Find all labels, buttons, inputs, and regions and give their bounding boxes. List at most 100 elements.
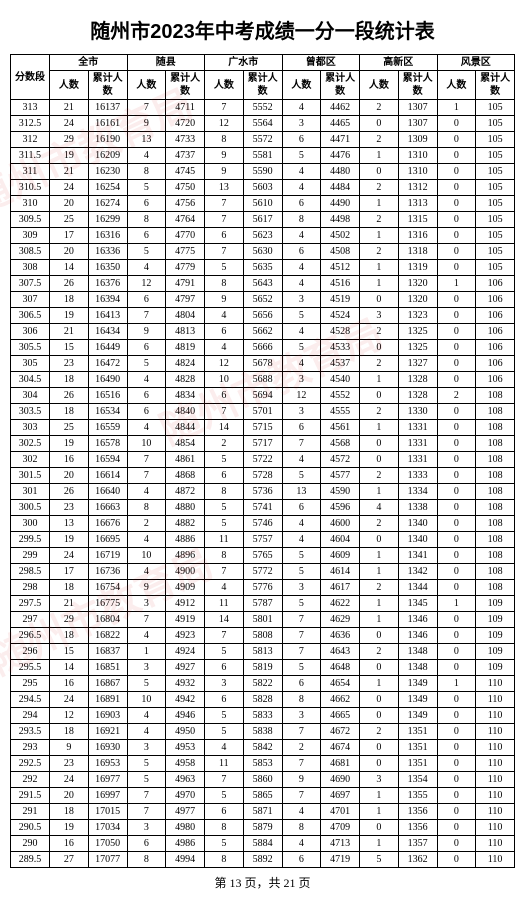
cell-value: 4828 <box>166 372 205 388</box>
cell-value: 4 <box>360 500 399 516</box>
cell-value: 7 <box>127 452 166 468</box>
cell-value: 1351 <box>398 740 437 756</box>
cell-value: 20 <box>50 196 89 212</box>
cell-value: 2 <box>437 388 476 404</box>
cell-value: 16434 <box>88 324 127 340</box>
cell-score: 311.5 <box>11 148 50 164</box>
cell-value: 4927 <box>166 660 205 676</box>
table-row: 31229161901347338557264471213090105 <box>11 132 515 148</box>
cell-value: 4986 <box>166 836 205 852</box>
cell-value: 16 <box>50 836 89 852</box>
cell-value: 7 <box>127 468 166 484</box>
cell-value: 108 <box>476 404 515 420</box>
cell-value: 1 <box>360 564 399 580</box>
cell-value: 4 <box>282 324 321 340</box>
cell-value: 2 <box>360 404 399 420</box>
cell-value: 4950 <box>166 724 205 740</box>
footer-mid: 页，共 <box>244 876 280 890</box>
header-count: 人数 <box>50 71 89 100</box>
cell-value: 5 <box>127 756 166 772</box>
cell-value: 4994 <box>166 852 205 868</box>
cell-value: 1 <box>437 276 476 292</box>
cell-value: 1 <box>360 372 399 388</box>
cell-value: 110 <box>476 804 515 820</box>
cell-value: 5643 <box>243 276 282 292</box>
cell-value: 5717 <box>243 436 282 452</box>
header-region-1: 随县 <box>127 55 205 71</box>
score-table: 分数段 全市 随县 广水市 曾都区 高新区 风景区 人数累计人数人数累计人数人数… <box>10 54 515 868</box>
table-row: 300.52316663848805574164596413380108 <box>11 500 515 516</box>
cell-value: 4791 <box>166 276 205 292</box>
cell-value: 9 <box>127 580 166 596</box>
cell-value: 1320 <box>398 276 437 292</box>
header-row-2: 人数累计人数人数累计人数人数累计人数人数累计人数人数累计人数人数累计人数 <box>11 71 515 100</box>
cell-value: 24 <box>50 692 89 708</box>
cell-value: 0 <box>437 692 476 708</box>
cell-value: 1325 <box>398 340 437 356</box>
cell-value: 5694 <box>243 388 282 404</box>
cell-value: 109 <box>476 660 515 676</box>
cell-value: 7 <box>282 756 321 772</box>
cell-value: 4 <box>127 532 166 548</box>
table-row: 299.519166954488611575744604013400108 <box>11 532 515 548</box>
cell-value: 16274 <box>88 196 127 212</box>
table-row: 3021616594748615572244572013310108 <box>11 452 515 468</box>
cell-value: 24 <box>50 116 89 132</box>
cell-value: 1 <box>360 260 399 276</box>
cell-value: 5 <box>282 564 321 580</box>
cell-value: 18 <box>50 292 89 308</box>
cell-value: 5564 <box>243 116 282 132</box>
table-row: 3112116230847459559044480013100105 <box>11 164 515 180</box>
cell-value: 7 <box>205 100 244 116</box>
cell-value: 6 <box>282 244 321 260</box>
cell-value: 5 <box>205 500 244 516</box>
cell-value: 7 <box>127 308 166 324</box>
cell-value: 4840 <box>166 404 205 420</box>
cell-value: 4498 <box>321 212 360 228</box>
cell-value: 2 <box>282 740 321 756</box>
cell-value: 1313 <box>398 196 437 212</box>
cell-value: 9 <box>50 740 89 756</box>
cell-value: 4540 <box>321 372 360 388</box>
cell-value: 1354 <box>398 772 437 788</box>
cell-value: 0 <box>437 548 476 564</box>
cell-value: 4462 <box>321 100 360 116</box>
cell-value: 17034 <box>88 820 127 836</box>
cell-value: 2 <box>360 132 399 148</box>
cell-value: 18 <box>50 580 89 596</box>
cell-value: 4 <box>282 452 321 468</box>
cell-value: 8 <box>127 164 166 180</box>
cell-score: 302 <box>11 452 50 468</box>
header-count: 人数 <box>437 71 476 100</box>
cell-value: 5610 <box>243 196 282 212</box>
cell-value: 11 <box>205 532 244 548</box>
cell-value: 16921 <box>88 724 127 740</box>
cell-value: 6 <box>127 404 166 420</box>
cell-value: 6 <box>127 196 166 212</box>
header-count: 人数 <box>282 71 321 100</box>
cell-score: 312.5 <box>11 116 50 132</box>
cell-value: 5652 <box>243 292 282 308</box>
header-count: 人数 <box>360 71 399 100</box>
cell-score: 289.5 <box>11 852 50 868</box>
cell-score: 305 <box>11 356 50 372</box>
cell-score: 296 <box>11 644 50 660</box>
cell-value: 4 <box>127 148 166 164</box>
cell-value: 2 <box>360 724 399 740</box>
cell-value: 7 <box>205 628 244 644</box>
cell-value: 1 <box>437 596 476 612</box>
cell-value: 6 <box>282 196 321 212</box>
cell-value: 14 <box>50 660 89 676</box>
cell-value: 16472 <box>88 356 127 372</box>
cell-value: 12 <box>127 276 166 292</box>
cell-value: 4600 <box>321 516 360 532</box>
cell-value: 20 <box>50 244 89 260</box>
cell-value: 1327 <box>398 356 437 372</box>
cell-value: 4 <box>282 276 321 292</box>
cell-value: 4537 <box>321 356 360 372</box>
header-region-4: 高新区 <box>360 55 438 71</box>
cell-value: 8 <box>205 820 244 836</box>
table-row: 303.51816534648407570134555213300108 <box>11 404 515 420</box>
cell-value: 6 <box>282 132 321 148</box>
cell-value: 19 <box>50 308 89 324</box>
